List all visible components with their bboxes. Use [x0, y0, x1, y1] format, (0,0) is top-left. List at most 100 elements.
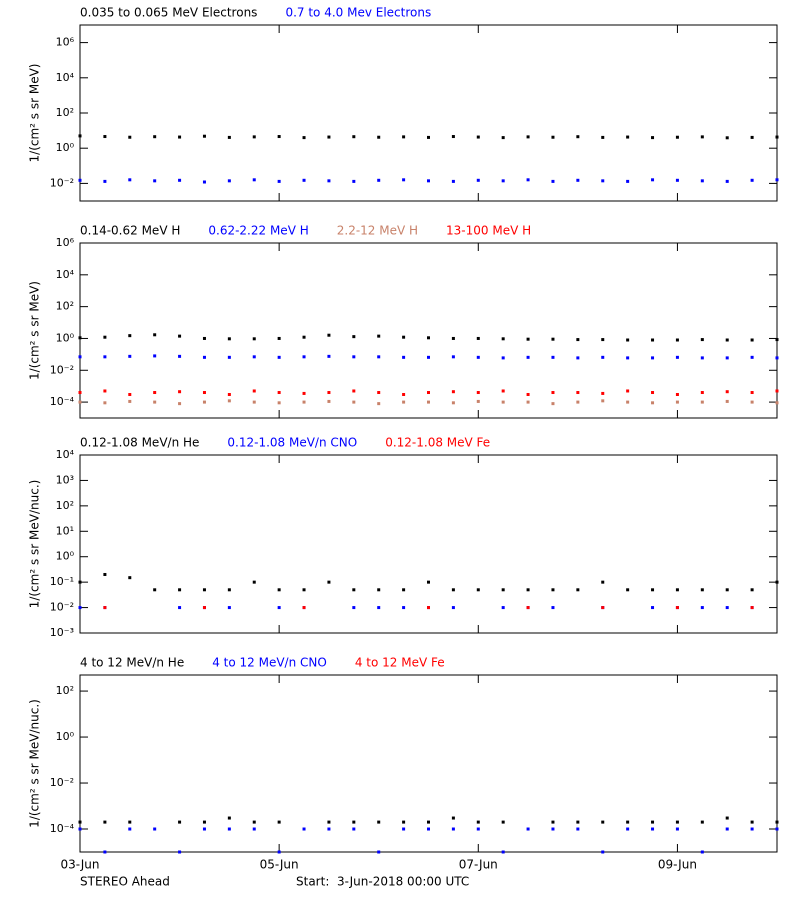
data-point — [103, 135, 107, 139]
data-point — [725, 338, 729, 342]
data-point — [178, 850, 182, 854]
data-point — [675, 355, 679, 359]
data-point — [227, 393, 231, 397]
y-tick-label: 10⁰ — [56, 730, 75, 743]
data-point — [277, 850, 281, 854]
data-point — [576, 820, 580, 824]
data-point — [476, 399, 480, 403]
data-point — [178, 588, 182, 592]
y-tick-label: 10⁻³ — [50, 626, 74, 639]
legend-entry: 4 to 12 MeV Fe — [355, 656, 445, 670]
data-point — [526, 400, 530, 404]
footer-right: Start: 3-Jun-2018 00:00 UTC — [296, 875, 469, 889]
y-tick-label: 10⁻⁴ — [50, 822, 75, 835]
data-point — [227, 588, 231, 592]
data-point — [675, 393, 679, 397]
footer-left: STEREO Ahead — [80, 875, 170, 889]
data-point — [427, 135, 430, 139]
data-point — [252, 820, 256, 824]
data-point — [675, 400, 679, 404]
data-point — [128, 334, 132, 338]
data-point — [402, 400, 406, 404]
y-axis-label: 1/(cm² s sr MeV/nuc.) — [28, 699, 42, 828]
data-point — [750, 178, 754, 182]
legend-entry: 0.035 to 0.065 MeV Electrons — [80, 6, 257, 20]
data-point — [352, 335, 356, 339]
data-point — [227, 399, 231, 403]
data-point — [576, 338, 580, 342]
data-point — [725, 816, 729, 820]
data-point — [700, 400, 704, 404]
x-tick-label: 05-Jun — [260, 858, 299, 872]
data-point — [427, 827, 430, 831]
plot-frame — [79, 674, 778, 853]
y-tick-label: 10³ — [56, 473, 74, 486]
data-point — [252, 355, 256, 359]
data-point — [601, 135, 605, 139]
data-point — [651, 136, 655, 140]
data-point — [202, 180, 206, 184]
data-point — [651, 827, 655, 831]
legend-entry: 2.2-12 MeV H — [337, 224, 418, 238]
data-point — [476, 135, 480, 139]
data-point — [377, 588, 381, 592]
data-point — [451, 355, 455, 359]
data-point — [277, 135, 281, 139]
data-point — [402, 820, 406, 824]
data-point — [700, 606, 704, 610]
data-point — [252, 337, 256, 341]
data-point — [700, 391, 704, 395]
data-point — [277, 606, 281, 610]
data-point — [501, 356, 505, 360]
data-point — [327, 827, 331, 831]
legend-entry: 4 to 12 MeV/n CNO — [212, 656, 327, 670]
data-point — [750, 400, 754, 404]
data-point — [178, 606, 182, 610]
data-point — [476, 827, 480, 831]
y-tick-label: 10⁴ — [56, 268, 75, 281]
data-point — [526, 606, 530, 610]
y-tick-label: 10⁻⁴ — [50, 395, 75, 408]
data-point — [501, 820, 505, 824]
y-axis-label: 1/(cm² s sr MeV) — [28, 64, 42, 163]
y-tick-label: 10⁻² — [50, 601, 74, 614]
data-point — [153, 333, 157, 337]
y-tick-label: 10⁰ — [56, 141, 75, 154]
data-point — [700, 588, 704, 592]
data-point — [476, 336, 480, 340]
data-point — [202, 400, 206, 404]
data-point — [227, 827, 231, 831]
data-point — [128, 399, 132, 403]
data-point — [651, 401, 655, 405]
data-point — [128, 827, 132, 831]
data-point — [302, 588, 306, 592]
data-point — [128, 820, 132, 824]
data-point — [327, 580, 331, 584]
data-point — [327, 333, 331, 337]
legend-entry: 13-100 MeV H — [446, 224, 531, 238]
data-point — [352, 820, 356, 824]
data-point — [377, 850, 381, 854]
data-point — [526, 588, 530, 592]
data-point — [700, 135, 704, 139]
data-point — [576, 400, 580, 404]
data-point — [501, 400, 505, 404]
data-point — [128, 393, 132, 397]
data-point — [775, 580, 779, 584]
data-point — [327, 354, 331, 358]
y-tick-label: 10² — [56, 499, 74, 512]
data-point — [651, 356, 655, 360]
data-point — [78, 606, 82, 610]
data-point — [626, 400, 630, 404]
data-point — [775, 401, 779, 405]
data-point — [178, 390, 182, 394]
data-point — [725, 827, 729, 831]
data-point — [277, 391, 281, 395]
data-point — [227, 816, 231, 820]
data-point — [651, 588, 655, 592]
data-point — [451, 390, 455, 394]
data-point — [153, 400, 157, 404]
data-point — [551, 355, 555, 359]
data-point — [302, 400, 306, 404]
data-point — [551, 827, 555, 831]
